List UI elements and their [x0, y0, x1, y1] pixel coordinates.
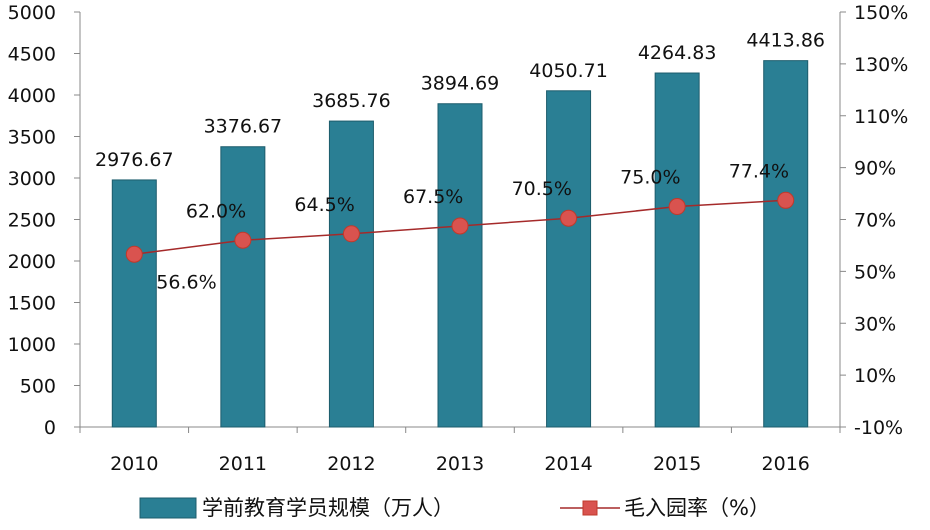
y-left-tick-label: 4500: [8, 44, 56, 66]
bar: [111, 179, 157, 428]
bar-value-label: 3894.69: [421, 73, 500, 95]
y-right-tick-label: 90%: [854, 158, 896, 180]
bar: [654, 72, 700, 428]
y-left-tick-label: 1500: [8, 293, 56, 315]
bar-value-label: 2976.67: [95, 149, 174, 171]
bar: [763, 60, 809, 428]
rate-value-label: 70.5%: [512, 178, 572, 200]
rate-value-label: 56.6%: [156, 271, 216, 293]
x-tick-label: 2014: [544, 453, 592, 475]
y-right-tick-label: 130%: [854, 54, 908, 76]
x-tick-label: 2012: [327, 453, 375, 475]
y-right-tick-label: 150%: [854, 2, 908, 24]
y-right-tick-label: 10%: [854, 365, 896, 387]
bar-value-label: 3376.67: [204, 116, 283, 138]
y-left-tick-label: 3000: [8, 168, 56, 190]
legend-bar-swatch: [139, 497, 197, 519]
bar: [220, 146, 266, 428]
x-tick-label: 2011: [219, 453, 267, 475]
x-tick-label: 2013: [436, 453, 484, 475]
bar: [546, 90, 592, 428]
legend-line-label: 毛入园率（%）: [624, 496, 770, 520]
rate-value-label: 75.0%: [620, 167, 680, 189]
x-tick-label: 2010: [110, 453, 158, 475]
bar: [328, 120, 374, 428]
y-right-tick-label: 110%: [854, 106, 908, 128]
y-right-tick-label: 50%: [854, 261, 896, 283]
rate-point: [125, 245, 143, 263]
rate-value-label: 64.5%: [294, 194, 354, 216]
rate-value-label: 62.0%: [186, 200, 246, 222]
bar-value-label: 4413.86: [746, 30, 825, 52]
y-right-tick-label: 70%: [854, 210, 896, 232]
x-tick-label: 2016: [762, 453, 810, 475]
rate-point: [342, 225, 360, 243]
x-tick-label: 2015: [653, 453, 701, 475]
bar: [437, 103, 483, 428]
y-left-tick-label: 5000: [8, 2, 56, 24]
bar-value-label: 3685.76: [312, 90, 391, 112]
rate-point: [234, 231, 252, 249]
y-left-tick-label: 4000: [8, 85, 56, 107]
rate-point: [668, 198, 686, 216]
rate-point: [560, 209, 578, 227]
y-left-tick-label: 3500: [8, 127, 56, 149]
y-left-tick-label: 2000: [8, 251, 56, 273]
rate-point: [451, 217, 469, 235]
legend-bar-label: 学前教育学员规模（万人）: [202, 496, 454, 520]
rate-point: [777, 191, 795, 209]
rate-value-label: 67.5%: [403, 186, 463, 208]
y-left-tick-label: 0: [44, 417, 56, 439]
y-left-tick-label: 1000: [8, 334, 56, 356]
y-right-tick-label: -10%: [854, 417, 903, 439]
y-left-tick-label: 500: [20, 376, 56, 398]
rate-value-label: 77.4%: [729, 160, 789, 182]
y-left-tick-label: 2500: [8, 210, 56, 232]
legend-line-marker: [582, 500, 598, 516]
y-right-tick-label: 30%: [854, 313, 896, 335]
bar-value-label: 4050.71: [529, 60, 608, 82]
bar-value-label: 4264.83: [638, 42, 717, 64]
